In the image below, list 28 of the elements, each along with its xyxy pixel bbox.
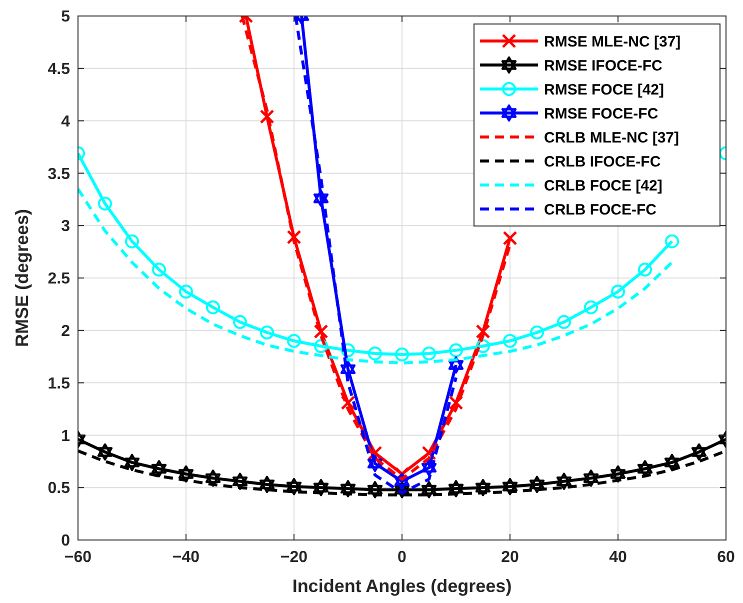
x-tick-label: 60 (717, 549, 735, 566)
x-tick-label: 0 (398, 549, 407, 566)
x-tick-label: −60 (64, 549, 92, 566)
legend-label: CRLB IFOCE-FC (544, 153, 661, 170)
y-tick-label: 1.5 (48, 375, 70, 392)
x-tick-label: 40 (609, 549, 627, 566)
legend-label: CRLB FOCE-FC (544, 201, 657, 218)
legend-label: RMSE IFOCE-FC (544, 57, 662, 74)
y-tick-label: 0 (61, 532, 70, 550)
legend-label: RMSE MLE-NC [37] (544, 33, 681, 50)
legend-label: RMSE FOCE-FC (544, 105, 658, 122)
legend-label: CRLB MLE-NC [37] (544, 129, 679, 146)
legend-label: CRLB FOCE [42] (544, 177, 662, 194)
y-tick-label: 2 (61, 323, 70, 340)
x-tick-label: −40 (172, 549, 200, 566)
y-tick-label: 3 (61, 218, 70, 236)
x-axis-title: Incident Angles (degrees) (292, 576, 512, 596)
x-tick-label: −20 (280, 549, 308, 566)
y-tick-label: 2.5 (48, 270, 70, 288)
y-tick-label: 0.5 (48, 480, 70, 498)
y-tick-label: 4.5 (48, 61, 70, 78)
y-tick-label: 3.5 (48, 166, 70, 183)
y-axis-title: RMSE (degrees) (12, 208, 32, 348)
x-tick-label: 20 (501, 549, 519, 566)
y-tick-label: 5 (61, 8, 70, 26)
y-tick-label: 4 (61, 113, 70, 130)
legend-label: RMSE FOCE [42] (544, 81, 664, 98)
y-tick-label: 1 (61, 428, 70, 445)
